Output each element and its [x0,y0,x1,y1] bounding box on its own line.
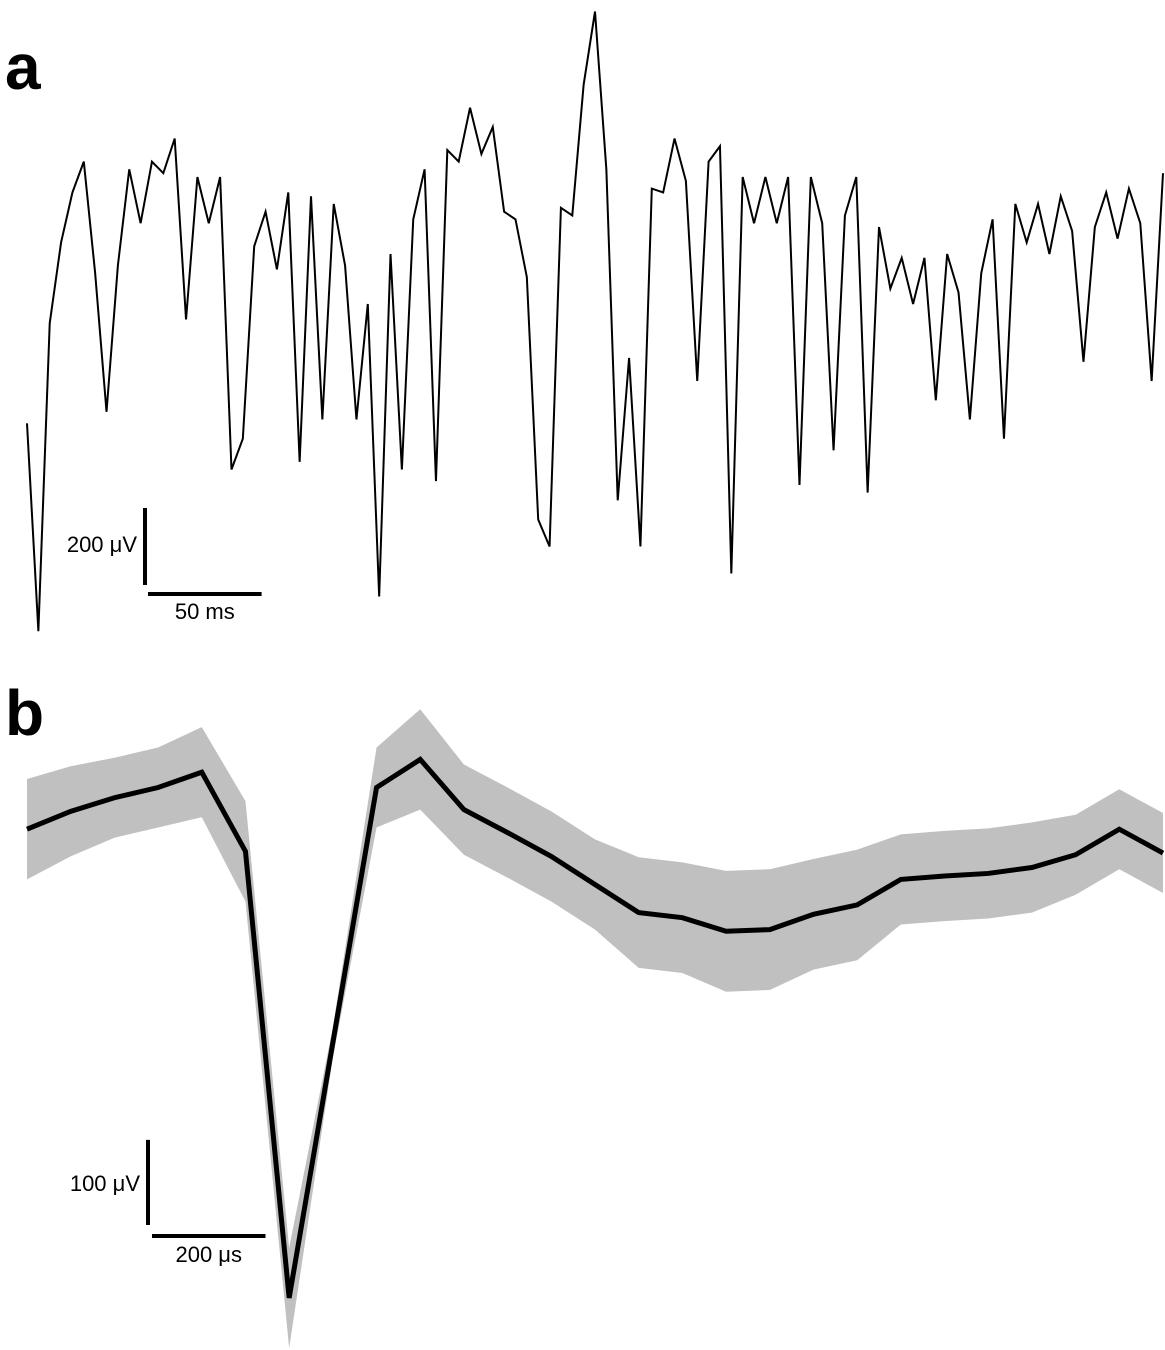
panel-label: b [5,677,44,749]
mean-waveform [26,756,1165,1299]
scale-bar-y-label: 100 μV [70,1171,140,1196]
signal-trace [26,11,1164,632]
panel-label: a [5,31,41,103]
error-band [27,709,1163,1349]
scale-bar-y-label: 200 μV [67,532,137,557]
scale-bar-x-label: 50 ms [175,599,235,624]
scale-bar-x-label: 200 μs [175,1242,242,1267]
